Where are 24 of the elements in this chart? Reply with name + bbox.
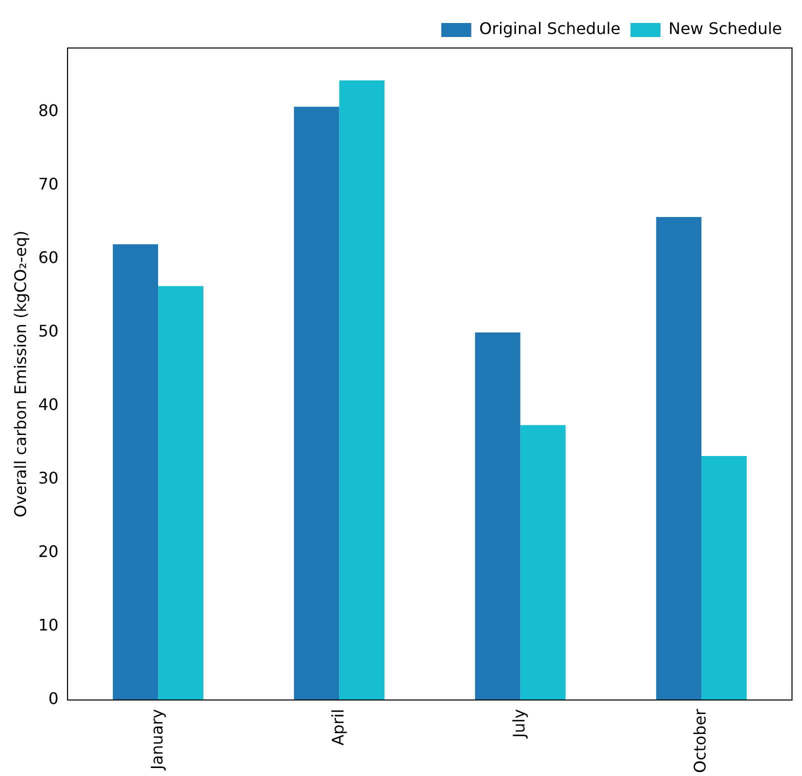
- y-tick-label: 0: [48, 689, 59, 708]
- y-tick-label: 70: [38, 174, 59, 194]
- y-tick-label: 60: [38, 248, 59, 268]
- bar: [294, 106, 340, 700]
- y-tick-label: 30: [38, 468, 59, 488]
- y-axis-title: Overall carbon Emission (kgCO₂-eq): [10, 230, 30, 518]
- y-tick-label: 20: [38, 542, 59, 562]
- bar: [520, 425, 566, 700]
- bar: [475, 332, 520, 700]
- x-tick-label: July: [509, 708, 528, 739]
- bar: [656, 217, 702, 700]
- x-tick-label: October: [690, 708, 710, 773]
- y-tick-label: 50: [38, 322, 59, 341]
- y-tick-label: 80: [38, 101, 59, 120]
- x-tick-label: April: [328, 708, 348, 746]
- x-tick-label: January: [147, 708, 166, 771]
- y-tick-label: 40: [38, 395, 59, 414]
- bar: [339, 80, 384, 700]
- bar: [158, 286, 204, 700]
- legend-label: Original Schedule: [479, 19, 620, 38]
- bar: [701, 456, 747, 700]
- y-tick-label: 10: [38, 616, 59, 635]
- bar: [112, 244, 158, 700]
- legend-label: New Schedule: [668, 19, 782, 38]
